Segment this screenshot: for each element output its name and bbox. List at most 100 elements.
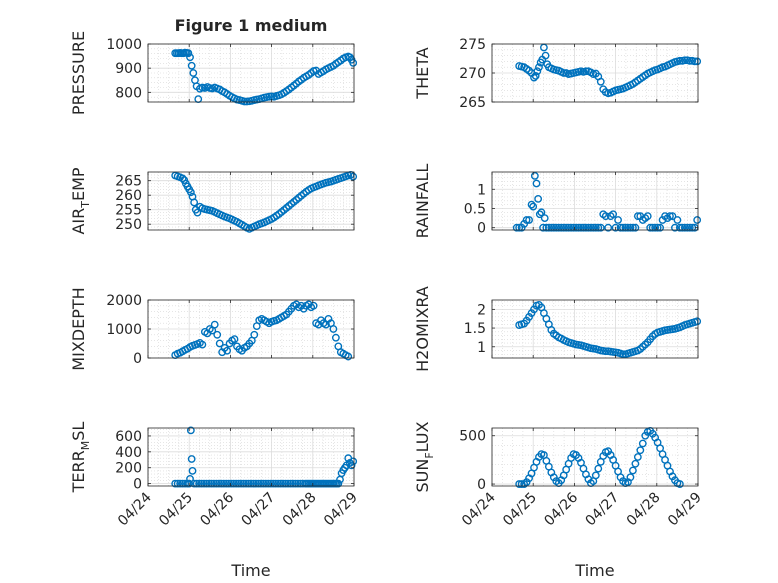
data-point [636, 446, 645, 455]
data-point [276, 479, 285, 488]
data-point [562, 223, 571, 232]
data-point [584, 223, 593, 232]
data-point [279, 479, 288, 488]
data-point [631, 459, 640, 468]
data-point [601, 347, 610, 356]
tick-marks [147, 43, 355, 102]
data-point [515, 480, 524, 488]
data-point [517, 480, 526, 488]
data-point [205, 479, 213, 488]
subplot-row3-right: 1 1.5 2 H2OMIXRA [413, 286, 702, 372]
data-point [589, 223, 598, 232]
minor-grid [492, 428, 698, 486]
data-point [542, 223, 551, 232]
data-point [535, 63, 543, 72]
data-point [212, 479, 221, 488]
data-point [256, 479, 265, 488]
y-tick-label: 200 [115, 461, 142, 477]
data-point [675, 223, 684, 232]
data-point [240, 97, 249, 106]
minor-grid [492, 44, 698, 102]
subplot-top-right: 265 270 275 THETA [413, 37, 702, 111]
data-point [309, 301, 318, 310]
y-tick-label: 0 [133, 351, 142, 367]
data-point [195, 479, 203, 488]
tick-marks [491, 428, 699, 486]
x-tick-label: 04/26 [197, 489, 237, 529]
data-point [591, 471, 600, 480]
series-markers [515, 300, 702, 359]
data-point [259, 479, 268, 488]
data-point [594, 223, 603, 232]
data-point [626, 223, 635, 232]
data-point [582, 67, 590, 76]
y-tick-label: 270 [459, 66, 486, 82]
data-point [254, 479, 263, 488]
x-axis-label: Time [574, 561, 614, 580]
data-point [284, 479, 292, 488]
data-point [525, 216, 533, 224]
data-point [289, 479, 297, 488]
y-axis-label: MIXDEPTH [69, 287, 88, 370]
data-point [222, 479, 231, 488]
data-point [685, 56, 694, 65]
data-point [629, 223, 637, 232]
subplot-top-left: 800 900 1000 PRESSURE Figure 1 medium [69, 16, 358, 115]
data-point [347, 461, 356, 470]
tick-marks [147, 428, 355, 486]
x-tick-label: 04/25 [500, 490, 540, 530]
data-point [685, 223, 694, 232]
subplot-bottom-right: 0 500 04/24 04/25 04/26 04/27 04/28 04/29 SUNFLU… [413, 421, 705, 580]
data-point [624, 223, 632, 232]
y-tick-label: 0.5 [464, 201, 486, 217]
data-point [683, 223, 692, 232]
data-point [534, 194, 543, 203]
y-axis-label-subscript: T [79, 201, 92, 209]
data-point [210, 479, 218, 488]
data-point [619, 223, 627, 232]
data-point [227, 479, 236, 488]
data-point [512, 223, 521, 232]
data-point [294, 479, 302, 488]
subplot-row2-right: 0 0.5 1 RAINFALL [413, 164, 702, 238]
data-point [559, 223, 568, 232]
y-axis-label: AIRTEMP [69, 167, 92, 234]
data-point [274, 479, 283, 488]
y-axis-label-rest: SL [69, 422, 88, 441]
data-point [186, 188, 195, 197]
x-tick-label: 04/28 [280, 490, 320, 530]
data-point [215, 339, 224, 348]
data-point [540, 214, 549, 222]
data-point [577, 223, 585, 232]
y-axis-label-rest: EMP [69, 167, 88, 201]
minor-grid [492, 172, 698, 230]
data-point [189, 69, 198, 77]
data-point [671, 223, 679, 232]
data-point [675, 480, 684, 488]
y-tick-label: 1 [477, 182, 486, 198]
data-point [537, 208, 546, 217]
axes-box [491, 427, 699, 487]
data-point [666, 212, 674, 221]
y-tick-label: 2000 [106, 293, 142, 309]
data-point [344, 352, 353, 361]
data-point [234, 479, 243, 488]
y-tick-label: 400 [115, 445, 142, 461]
data-point [646, 223, 655, 232]
data-point [239, 479, 248, 488]
data-point [515, 223, 524, 232]
data-point [530, 171, 539, 180]
data-point [544, 223, 553, 232]
tick-marks [147, 299, 355, 359]
y-tick-label: 265 [115, 174, 142, 190]
series-markers [171, 300, 353, 361]
data-point [678, 223, 687, 232]
data-point [591, 223, 600, 232]
data-point [619, 350, 627, 359]
x-tick-label: 04/29 [665, 490, 705, 530]
data-point [574, 223, 583, 232]
data-point [604, 223, 613, 232]
data-point [190, 198, 199, 207]
series-markers [171, 426, 358, 488]
